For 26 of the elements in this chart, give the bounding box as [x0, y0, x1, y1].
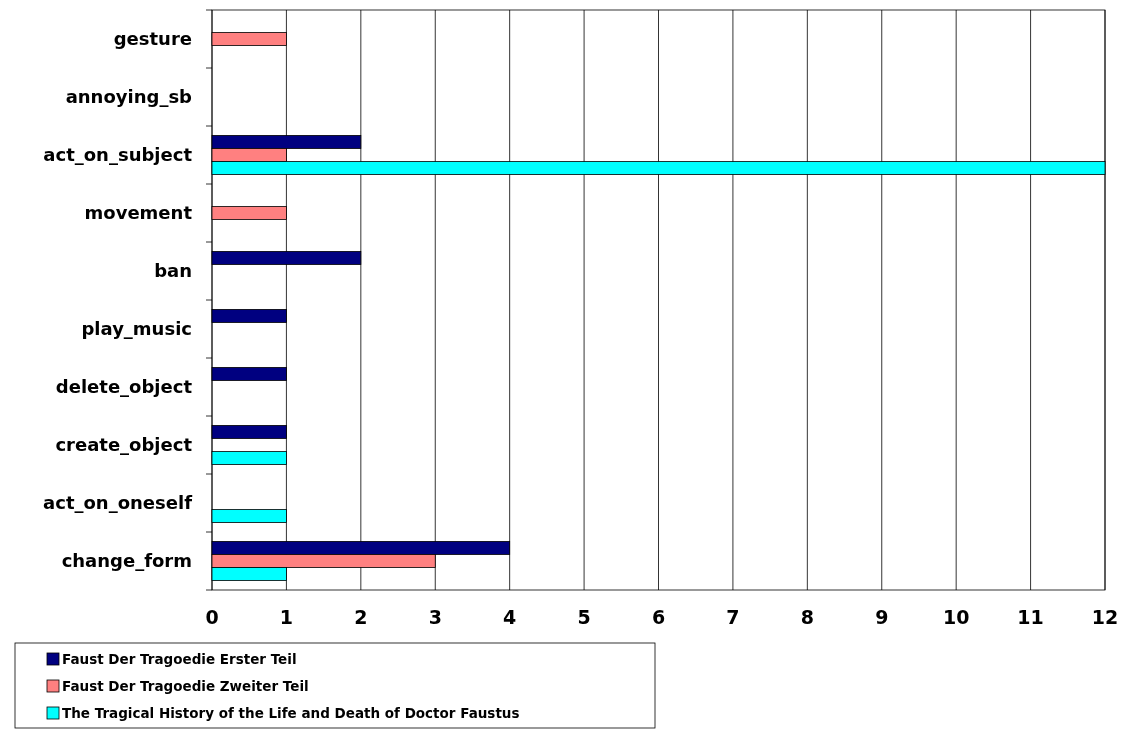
- x-tick-label: 2: [354, 606, 368, 628]
- x-tick-label: 8: [800, 606, 814, 628]
- y-tick-label: play_music: [81, 318, 192, 340]
- legend-label: The Tragical History of the Life and Death of Doctor Faustus: [62, 704, 520, 721]
- legend-label: Faust Der Tragoedie Erster Teil: [62, 650, 297, 667]
- x-tick-label: 5: [577, 606, 591, 628]
- x-tick-label: 6: [651, 606, 666, 628]
- x-tick-label: 12: [1091, 606, 1119, 628]
- y-tick-label: movement: [84, 202, 193, 224]
- x-tick-label: 1: [279, 606, 294, 628]
- y-tick-label: change_form: [61, 550, 192, 572]
- x-tick-label: 0: [205, 606, 219, 628]
- x-tick-label: 3: [428, 606, 442, 628]
- y-tick-label: delete_object: [55, 376, 193, 398]
- y-tick-label: act_on_subject: [43, 144, 193, 166]
- y-tick-label: annoying_sb: [65, 86, 193, 108]
- x-tick-label: 9: [875, 606, 889, 628]
- y-tick-label: create_object: [55, 434, 193, 456]
- x-tick-label: 4: [503, 606, 517, 628]
- x-tick-label: 11: [1017, 606, 1044, 628]
- legend-label: Faust Der Tragoedie Zweiter Teil: [62, 677, 309, 694]
- y-tick-label: act_on_oneself: [43, 492, 193, 514]
- x-tick-label: 10: [942, 606, 970, 628]
- y-tick-label: ban: [154, 260, 192, 282]
- x-tick-label: 7: [726, 606, 740, 628]
- y-tick-label: gesture: [113, 28, 192, 50]
